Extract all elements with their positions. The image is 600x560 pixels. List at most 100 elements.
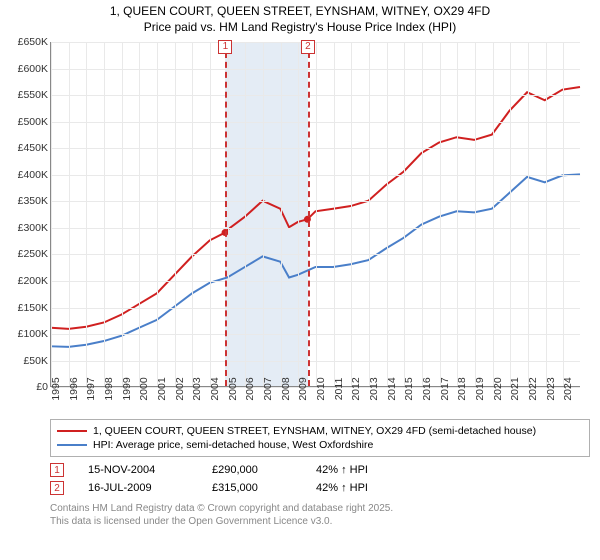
x-tick-label: 1998 xyxy=(103,378,115,401)
gridline-v xyxy=(228,42,229,386)
y-tick-label: £400K xyxy=(18,169,48,181)
x-tick-label: 2009 xyxy=(297,378,309,401)
sale-price: £315,000 xyxy=(212,482,292,494)
sale-date: 16-JUL-2009 xyxy=(88,482,188,494)
gridline-v xyxy=(157,42,158,386)
gridline-v xyxy=(298,42,299,386)
gridline-v xyxy=(387,42,388,386)
gridline-v xyxy=(69,42,70,386)
y-tick-label: £600K xyxy=(18,63,48,75)
x-tick-label: 2012 xyxy=(350,378,362,401)
legend-item: HPI: Average price, semi-detached house,… xyxy=(57,438,583,452)
y-tick-label: £350K xyxy=(18,195,48,207)
gridline-v xyxy=(440,42,441,386)
gridline-v xyxy=(281,42,282,386)
x-tick-label: 2001 xyxy=(156,378,168,401)
title-line1: 1, QUEEN COURT, QUEEN STREET, EYNSHAM, W… xyxy=(0,4,600,20)
gridline-v xyxy=(334,42,335,386)
gridline-v xyxy=(139,42,140,386)
y-tick-label: £150K xyxy=(18,302,48,314)
x-tick-label: 2000 xyxy=(138,378,150,401)
gridline-v xyxy=(422,42,423,386)
gridline-v xyxy=(263,42,264,386)
gridline-v xyxy=(192,42,193,386)
gridline-v xyxy=(86,42,87,386)
legend: 1, QUEEN COURT, QUEEN STREET, EYNSHAM, W… xyxy=(50,419,590,457)
x-tick-label: 1997 xyxy=(85,378,97,401)
gridline-v xyxy=(245,42,246,386)
gridline-v xyxy=(369,42,370,386)
footer: Contains HM Land Registry data © Crown c… xyxy=(50,503,590,528)
gridline-v xyxy=(210,42,211,386)
gridline-v xyxy=(528,42,529,386)
x-tick-label: 2014 xyxy=(386,378,398,401)
x-tick-label: 2005 xyxy=(227,378,239,401)
x-tick-label: 2002 xyxy=(174,378,186,401)
y-tick-label: £650K xyxy=(18,36,48,48)
y-tick-label: £250K xyxy=(18,248,48,260)
x-tick-label: 2004 xyxy=(209,378,221,401)
y-tick-label: £550K xyxy=(18,89,48,101)
x-tick-label: 1996 xyxy=(68,378,80,401)
legend-swatch xyxy=(57,444,87,446)
x-tick-label: 2006 xyxy=(244,378,256,401)
legend-label: HPI: Average price, semi-detached house,… xyxy=(93,439,373,451)
gridline-v xyxy=(510,42,511,386)
chart: 12 £0 £50K £100K £150K £200K £250K £300K £350K £… xyxy=(0,37,600,417)
sale-marker-label: 1 xyxy=(218,40,232,54)
legend-swatch xyxy=(57,430,87,432)
footer-line2: This data is licensed under the Open Gov… xyxy=(50,516,590,529)
y-tick-label: £0 xyxy=(36,381,48,393)
y-tick-label: £300K xyxy=(18,222,48,234)
sale-price: £290,000 xyxy=(212,464,292,476)
x-tick-label: 2024 xyxy=(562,378,574,401)
chart-title: 1, QUEEN COURT, QUEEN STREET, EYNSHAM, W… xyxy=(0,0,600,37)
gridline-v xyxy=(104,42,105,386)
gridline-v xyxy=(546,42,547,386)
gridline-v xyxy=(51,42,52,386)
y-tick-label: £200K xyxy=(18,275,48,287)
x-tick-label: 2018 xyxy=(456,378,468,401)
y-tick-label: £450K xyxy=(18,142,48,154)
x-tick-label: 2022 xyxy=(527,378,539,401)
legend-item: 1, QUEEN COURT, QUEEN STREET, EYNSHAM, W… xyxy=(57,424,583,438)
sale-number-box: 1 xyxy=(50,463,64,477)
x-tick-label: 1999 xyxy=(121,378,133,401)
sale-number-box: 2 xyxy=(50,481,64,495)
sales-table: 1 15-NOV-2004 £290,000 42% ↑ HPI 2 16-JUL-200… xyxy=(50,461,590,497)
gridline-v xyxy=(563,42,564,386)
sale-marker-line xyxy=(308,42,310,386)
plot-area: 12 xyxy=(50,42,580,387)
gridline-v xyxy=(404,42,405,386)
x-tick-label: 2003 xyxy=(191,378,203,401)
y-tick-label: £100K xyxy=(18,328,48,340)
sale-date: 15-NOV-2004 xyxy=(88,464,188,476)
gridline-v xyxy=(493,42,494,386)
y-tick-label: £50K xyxy=(23,355,48,367)
y-tick-label: £500K xyxy=(18,116,48,128)
x-tick-label: 2008 xyxy=(280,378,292,401)
sale-delta: 42% ↑ HPI xyxy=(316,482,406,494)
x-tick-label: 2011 xyxy=(333,378,345,401)
gridline-v xyxy=(316,42,317,386)
x-tick-label: 2013 xyxy=(368,378,380,401)
x-tick-label: 2023 xyxy=(545,378,557,401)
gridline-v xyxy=(351,42,352,386)
legend-label: 1, QUEEN COURT, QUEEN STREET, EYNSHAM, W… xyxy=(93,425,536,437)
x-tick-label: 1995 xyxy=(50,378,62,401)
x-tick-label: 2020 xyxy=(492,378,504,401)
x-tick-label: 2010 xyxy=(315,378,327,401)
gridline-v xyxy=(475,42,476,386)
x-tick-label: 2021 xyxy=(509,378,521,401)
footer-line1: Contains HM Land Registry data © Crown c… xyxy=(50,503,590,516)
gridline-v xyxy=(122,42,123,386)
x-tick-label: 2007 xyxy=(262,378,274,401)
sale-row: 2 16-JUL-2009 £315,000 42% ↑ HPI xyxy=(50,479,590,497)
x-tick-label: 2016 xyxy=(421,378,433,401)
sale-delta: 42% ↑ HPI xyxy=(316,464,406,476)
title-line2: Price paid vs. HM Land Registry's House … xyxy=(0,20,600,36)
sale-row: 1 15-NOV-2004 £290,000 42% ↑ HPI xyxy=(50,461,590,479)
sale-marker-line xyxy=(225,42,227,386)
gridline-v xyxy=(457,42,458,386)
gridline-v xyxy=(175,42,176,386)
